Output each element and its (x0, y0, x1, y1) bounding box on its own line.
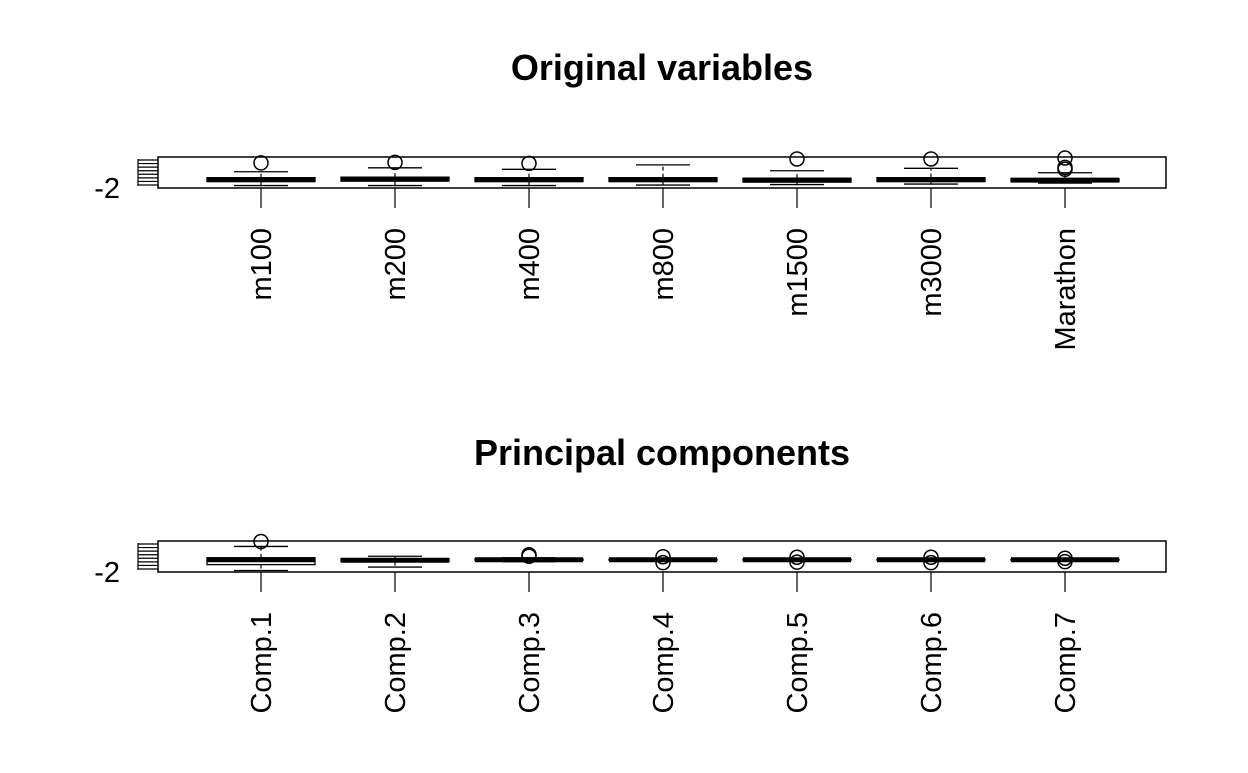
x-category-label: m200 (380, 228, 412, 301)
x-category-label: Marathon (1050, 228, 1082, 351)
x-category-label: Comp.5 (782, 612, 814, 714)
panel-1: Original variables -2 m100 m200 m400 m800 m150… (94, 47, 1167, 351)
x-category-label: Comp.2 (380, 612, 412, 714)
box-m3000: m3000 (876, 151, 986, 317)
box-Comp.2: Comp.2 (340, 555, 450, 714)
outlier-point (655, 548, 671, 565)
chart-title: Original variables (511, 47, 813, 88)
plot-frame (157, 156, 1167, 189)
outlier-point (789, 554, 805, 570)
box-Comp.1: Comp.1 (206, 533, 316, 714)
x-category-label: m1500 (782, 228, 814, 317)
outlier-point (1057, 550, 1073, 566)
x-category-label: m800 (648, 228, 680, 301)
outlier-point (923, 554, 939, 571)
outlier-point (253, 533, 269, 550)
box-Comp.5: Comp.5 (742, 549, 852, 714)
box-m200: m200 (340, 154, 450, 301)
box-Comp.3: Comp.3 (474, 547, 584, 714)
x-category-label: Comp.4 (648, 612, 680, 714)
y-tick-label: -2 (94, 173, 120, 205)
x-category-label: Comp.3 (514, 612, 546, 714)
panel-2: Principal components -2 Comp.1 Comp.2 Comp.3… (94, 432, 1167, 714)
box-m400: m400 (474, 155, 584, 301)
outlier-point (923, 549, 939, 565)
outlier-point (789, 151, 805, 167)
chart-title: Principal components (474, 432, 850, 473)
outlier-point (923, 151, 939, 167)
x-category-label: m3000 (916, 228, 948, 317)
box-Comp.7: Comp.7 (1010, 550, 1120, 714)
box-Comp.4: Comp.4 (608, 548, 718, 714)
outlier-point (1057, 159, 1073, 176)
outlier-point (521, 547, 537, 563)
x-category-label: Comp.1 (246, 612, 278, 714)
x-category-label: Comp.6 (916, 612, 948, 714)
outlier-point (1057, 150, 1073, 166)
outlier-point (521, 155, 537, 172)
x-category-label: Comp.7 (1050, 612, 1082, 714)
box-m800: m800 (608, 164, 718, 301)
outlier-point (253, 155, 269, 171)
box-Marathon: Marathon (1010, 150, 1120, 351)
box-Comp.6: Comp.6 (876, 549, 986, 714)
box-m1500: m1500 (742, 151, 852, 317)
plot-frame (157, 540, 1167, 573)
outlier-point (789, 549, 805, 565)
y-tick-label: -2 (94, 557, 120, 589)
outlier-point (387, 154, 403, 171)
outlier-point (655, 554, 671, 571)
box-m100: m100 (206, 155, 316, 301)
x-category-label: m100 (246, 228, 278, 301)
outlier-point (1057, 553, 1073, 570)
x-category-label: m400 (514, 228, 546, 301)
